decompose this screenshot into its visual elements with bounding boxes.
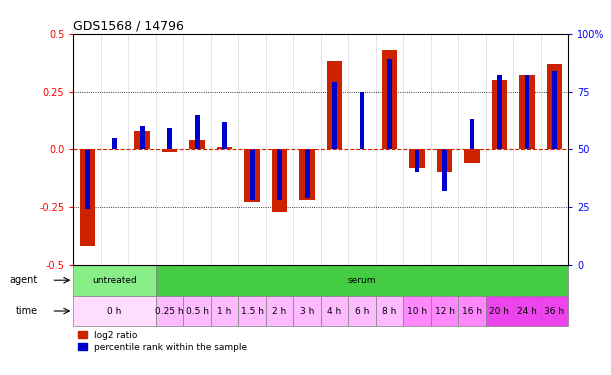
Bar (73, 296, 156, 326)
Bar (376, 296, 403, 326)
Bar (458, 296, 486, 326)
Bar (497, 75, 502, 149)
Text: GDS1568 / 14796: GDS1568 / 14796 (73, 20, 184, 33)
Text: time: time (15, 306, 38, 316)
Text: 20 h: 20 h (489, 306, 510, 315)
Text: 3 h: 3 h (300, 306, 314, 315)
Text: agent: agent (9, 275, 38, 285)
Bar (84, 149, 90, 209)
Bar (293, 296, 321, 326)
Bar (238, 296, 266, 326)
Bar (189, 140, 205, 149)
Bar (244, 149, 260, 202)
Text: serum: serum (348, 276, 376, 285)
Bar (277, 149, 282, 200)
Bar (134, 131, 150, 149)
Text: 0 h: 0 h (108, 306, 122, 315)
Bar (486, 296, 513, 326)
Bar (519, 75, 535, 149)
Bar (464, 149, 480, 163)
Bar (382, 50, 397, 149)
Bar (139, 126, 145, 149)
Text: 0.5 h: 0.5 h (186, 306, 208, 315)
Bar (431, 296, 458, 326)
Legend: log2 ratio, percentile rank within the sample: log2 ratio, percentile rank within the s… (78, 331, 247, 352)
Bar (156, 265, 568, 296)
Bar (183, 296, 211, 326)
Bar (437, 149, 452, 172)
Text: 12 h: 12 h (434, 306, 455, 315)
Bar (524, 75, 530, 149)
Bar (222, 122, 227, 149)
Bar (162, 149, 177, 152)
Bar (403, 296, 431, 326)
Text: 8 h: 8 h (382, 306, 397, 315)
Bar (348, 296, 376, 326)
Bar (359, 92, 365, 149)
Text: 10 h: 10 h (407, 306, 427, 315)
Bar (442, 149, 447, 191)
Text: 4 h: 4 h (327, 306, 342, 315)
Text: 2 h: 2 h (273, 306, 287, 315)
Text: untreated: untreated (92, 276, 137, 285)
Bar (272, 149, 287, 211)
Bar (387, 59, 392, 149)
Bar (167, 129, 172, 149)
Bar (332, 82, 337, 149)
Text: 36 h: 36 h (544, 306, 565, 315)
Bar (73, 265, 156, 296)
Text: 1.5 h: 1.5 h (241, 306, 263, 315)
Bar (299, 149, 315, 200)
Bar (112, 138, 117, 149)
Bar (552, 71, 557, 149)
Bar (541, 296, 568, 326)
Text: 0.25 h: 0.25 h (155, 306, 184, 315)
Bar (266, 296, 293, 326)
Bar (409, 149, 425, 168)
Bar (547, 64, 562, 149)
Bar (156, 296, 183, 326)
Bar (469, 119, 475, 149)
Bar (513, 296, 541, 326)
Bar (321, 296, 348, 326)
Text: 1 h: 1 h (218, 306, 232, 315)
Bar (211, 296, 238, 326)
Bar (304, 149, 310, 198)
Bar (194, 115, 200, 149)
Text: 6 h: 6 h (355, 306, 369, 315)
Bar (414, 149, 420, 172)
Bar (492, 80, 507, 149)
Bar (79, 149, 95, 246)
Bar (217, 147, 232, 149)
Text: 16 h: 16 h (462, 306, 482, 315)
Bar (249, 149, 255, 200)
Bar (327, 62, 342, 149)
Text: 24 h: 24 h (517, 306, 537, 315)
